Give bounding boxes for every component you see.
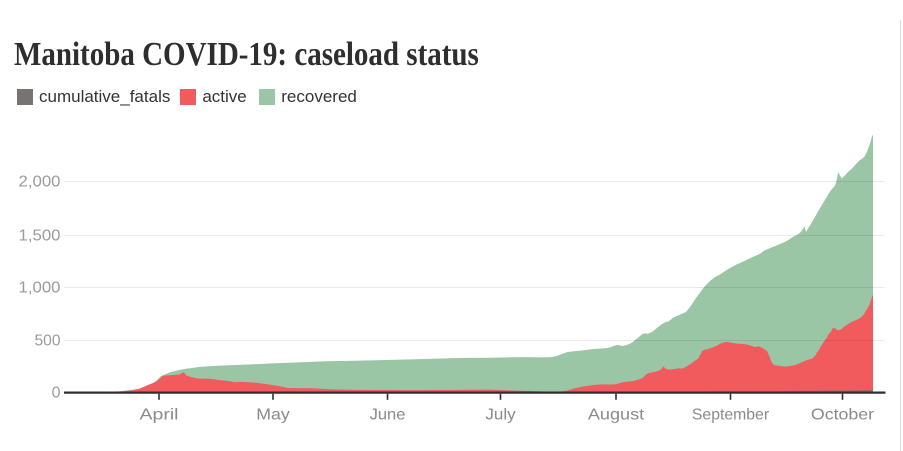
- svg-text:1,000: 1,000: [19, 280, 61, 297]
- svg-text:500: 500: [35, 333, 61, 350]
- svg-text:1,500: 1,500: [19, 228, 61, 245]
- svg-text:June: June: [370, 407, 406, 424]
- svg-text:July: July: [485, 407, 515, 424]
- svg-text:2,000: 2,000: [19, 174, 61, 191]
- svg-text:May: May: [256, 407, 290, 424]
- svg-text:September: September: [692, 407, 770, 424]
- svg-text:October: October: [811, 407, 875, 424]
- svg-text:April: April: [140, 407, 179, 424]
- svg-text:August: August: [588, 407, 645, 424]
- svg-text:0: 0: [52, 385, 61, 402]
